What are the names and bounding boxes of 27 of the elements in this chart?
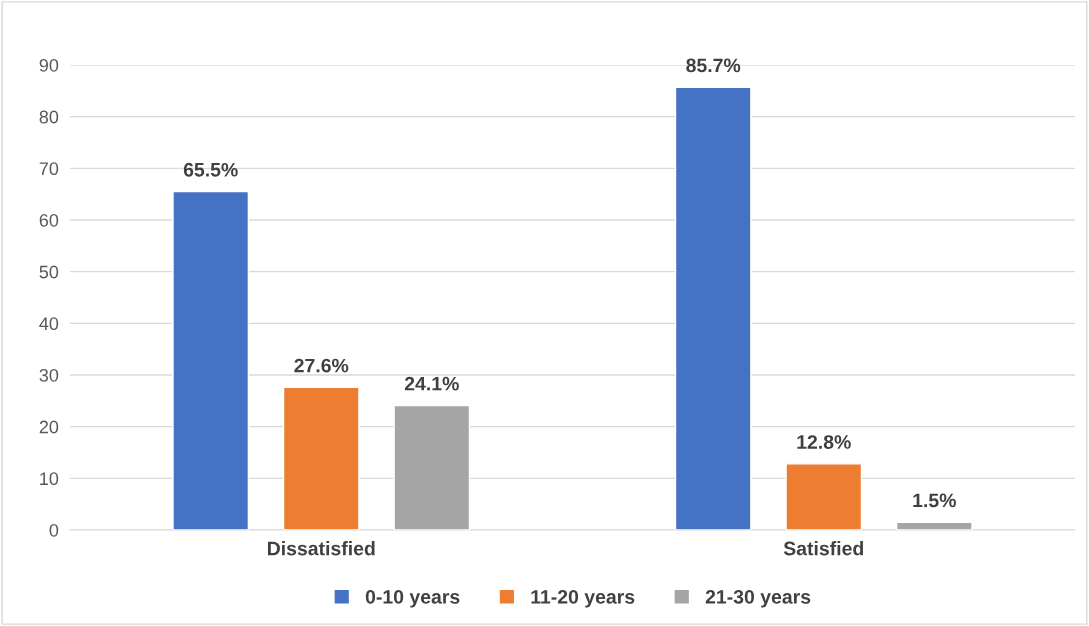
y-tick-label: 80 <box>39 110 59 124</box>
x-tick-label: Dissatisfied <box>267 541 375 556</box>
y-tick-label: 30 <box>39 368 59 382</box>
y-tick-label: 60 <box>39 213 59 227</box>
y-tick-label: 10 <box>40 472 59 486</box>
legend-label: 0-10 years <box>365 589 460 608</box>
x-tick-label: Satisfied <box>783 541 863 556</box>
y-tick-label: 50 <box>39 265 59 279</box>
data-label: 1.5% <box>913 493 956 508</box>
bar <box>282 386 360 530</box>
legend-label: 11-20 years <box>531 589 635 608</box>
y-tick-label: 40 <box>39 317 59 331</box>
y-tick-label: 0 <box>49 523 59 537</box>
data-label: 85.7% <box>686 58 741 73</box>
y-tick-label: 20 <box>39 420 59 434</box>
data-label: 24.1% <box>404 376 459 391</box>
y-tick-label: 90 <box>39 58 59 72</box>
bar <box>674 86 752 530</box>
bar <box>172 190 250 530</box>
legend-label: 21-30 years <box>705 589 811 608</box>
bar <box>895 521 973 530</box>
bar <box>785 463 863 530</box>
bar <box>393 404 471 530</box>
data-label: 27.6% <box>294 358 349 373</box>
data-label: 65.5% <box>183 162 238 177</box>
y-tick-label: 70 <box>39 162 59 176</box>
data-label: 12.8% <box>797 435 851 449</box>
